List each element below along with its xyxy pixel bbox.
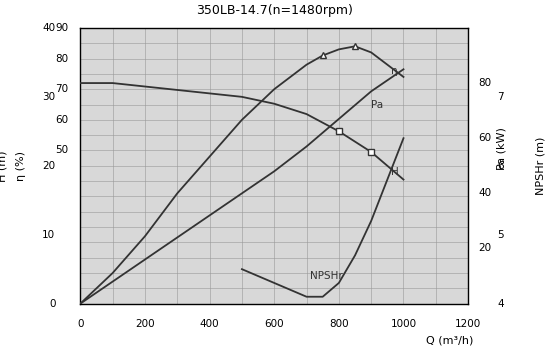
Text: NPSHr: NPSHr (310, 271, 342, 281)
Text: 80: 80 (478, 78, 491, 88)
Text: 1200: 1200 (455, 319, 481, 329)
Text: 6: 6 (497, 161, 504, 171)
Text: 400: 400 (200, 319, 219, 329)
Text: 80: 80 (55, 53, 68, 64)
Text: NPSHr (m): NPSHr (m) (535, 136, 545, 195)
Text: H (m): H (m) (0, 150, 8, 181)
Text: 20: 20 (42, 161, 55, 171)
Text: 60: 60 (478, 133, 491, 143)
Text: 5: 5 (497, 230, 504, 240)
Text: Pa (kW): Pa (kW) (496, 127, 506, 170)
Text: 40: 40 (42, 23, 55, 33)
Text: η (%): η (%) (16, 151, 26, 181)
Text: 40: 40 (478, 188, 491, 198)
Text: 600: 600 (264, 319, 284, 329)
Text: Q (m³/h): Q (m³/h) (426, 335, 474, 345)
Text: 30: 30 (42, 92, 55, 102)
Text: 200: 200 (135, 319, 155, 329)
Text: 0: 0 (77, 319, 84, 329)
Text: 60: 60 (55, 115, 68, 125)
Text: 90: 90 (55, 23, 68, 33)
Text: 0: 0 (49, 299, 55, 309)
Text: 350LB-14.7(n=1480rpm): 350LB-14.7(n=1480rpm) (196, 5, 353, 17)
Text: 10: 10 (42, 230, 55, 240)
Text: 4: 4 (497, 299, 504, 309)
Text: 800: 800 (329, 319, 348, 329)
Text: 20: 20 (478, 244, 491, 253)
Text: H: H (391, 167, 398, 177)
Text: 1000: 1000 (391, 319, 417, 329)
Text: η: η (391, 66, 397, 76)
Text: 7: 7 (497, 92, 504, 102)
Text: Pa: Pa (371, 99, 383, 110)
Text: 70: 70 (55, 84, 68, 94)
Text: 50: 50 (55, 146, 68, 155)
